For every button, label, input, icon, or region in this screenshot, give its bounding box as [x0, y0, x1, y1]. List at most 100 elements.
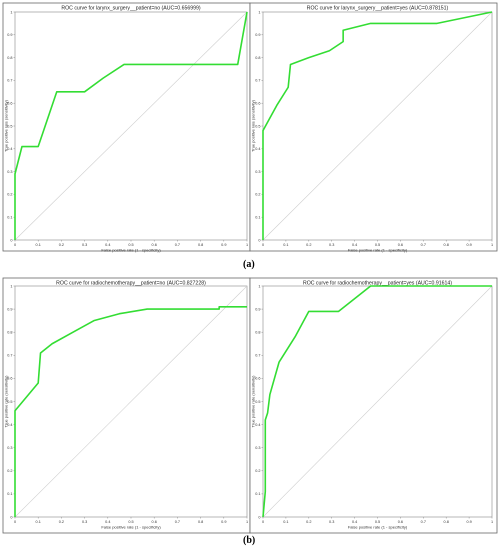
y-tick-label: 0.9 [255, 33, 260, 37]
y-tick-label: 0.6 [255, 102, 260, 106]
roc-curve-line [14, 11, 248, 240]
chart-title: ROC curve for radiochemotherapy__patient… [56, 281, 206, 287]
x-tick-label: 0.2 [306, 520, 311, 524]
y-tick-label: 0 [258, 515, 260, 519]
x-tick-label: 0.3 [329, 243, 334, 247]
y-tick-label: 0.6 [7, 377, 12, 381]
y-tick-label: 0.9 [255, 307, 260, 311]
reference-diagonal [14, 11, 248, 241]
roc-curve-line [262, 11, 493, 240]
x-tick-label: 0.3 [82, 243, 87, 247]
x-tick-label: 0.6 [398, 520, 403, 524]
x-axis-label: False positive rate (1 - specificity) [101, 525, 161, 530]
x-tick-label: 0.2 [59, 520, 64, 524]
panel-frame [2, 277, 251, 534]
x-tick-label: 0.7 [175, 520, 180, 524]
x-tick-label: 0.4 [352, 243, 357, 247]
x-tick-label: 1 [246, 243, 248, 247]
reference-diagonal [262, 285, 493, 518]
y-tick-label: 0 [10, 238, 12, 242]
roc-curve-line [14, 305, 247, 517]
y-tick-label: 0.4 [255, 147, 260, 151]
x-tick-label: 0.6 [152, 520, 157, 524]
y-tick-label: 0.8 [255, 331, 260, 335]
x-tick-label: 0 [14, 520, 16, 524]
y-tick-label: 1 [258, 10, 260, 14]
y-tick-label: 0.6 [255, 377, 260, 381]
x-tick-label: 1 [246, 520, 248, 524]
panel-label-b: (b) [243, 535, 256, 546]
y-axis-label: True positive rate (sensitivity) [4, 99, 9, 152]
roc-chart-4: ROC curve for radiochemotherapy__patient… [249, 277, 498, 534]
y-tick-label: 0.1 [255, 216, 260, 220]
x-tick-label: 0.9 [221, 520, 226, 524]
chart-title: ROC curve for radiochemotherapy__patient… [303, 281, 452, 287]
x-tick-label: 0.6 [152, 243, 157, 247]
roc-chart-3: ROC curve for radiochemotherapy__patient… [2, 277, 251, 534]
y-tick-label: 1 [10, 10, 12, 14]
reference-diagonal [262, 11, 493, 241]
y-tick-label: 0.5 [255, 400, 260, 404]
y-tick-label: 0.1 [255, 492, 260, 496]
x-tick-label: 0.4 [352, 520, 357, 524]
y-tick-label: 0.5 [7, 124, 12, 128]
x-tick-label: 1 [491, 243, 493, 247]
x-tick-label: 0.1 [36, 520, 41, 524]
x-tick-label: 0.8 [198, 243, 203, 247]
y-axis-label: True positive rate (sensitivity) [251, 99, 256, 152]
roc-chart-1: ROC curve for larynx_surgery__patient=no… [2, 2, 251, 253]
y-axis-label: True positive rate (sensitivity) [251, 375, 256, 428]
y-tick-label: 0.4 [7, 423, 12, 427]
y-tick-label: 0.3 [255, 446, 260, 450]
y-tick-label: 0.3 [7, 446, 12, 450]
x-tick-label: 0.9 [466, 520, 471, 524]
x-tick-label: 0.1 [36, 243, 41, 247]
x-tick-label: 0 [262, 520, 264, 524]
x-axis-label: False positive rate (1 - specificity) [101, 248, 161, 253]
x-tick-label: 0.2 [306, 243, 311, 247]
y-tick-label: 0 [10, 515, 12, 519]
y-tick-label: 0.6 [7, 102, 12, 106]
x-tick-label: 0.9 [221, 243, 226, 247]
y-tick-label: 0.1 [7, 492, 12, 496]
roc-curve-line [262, 285, 492, 518]
y-tick-label: 0.4 [255, 423, 260, 427]
roc-chart-2: ROC curve for larynx_surgery__patient=ye… [249, 2, 498, 253]
y-tick-label: 0.7 [7, 354, 12, 358]
y-tick-label: 0.7 [255, 79, 260, 83]
y-tick-label: 0.9 [7, 307, 12, 311]
y-tick-label: 0.2 [255, 469, 260, 473]
y-tick-label: 0.8 [7, 331, 12, 335]
x-tick-label: 0 [262, 243, 264, 247]
panel-label-a: (a) [243, 259, 255, 270]
reference-diagonal [14, 285, 248, 518]
y-tick-label: 0.2 [7, 469, 12, 473]
chart-title: ROC curve for larynx_surgery__patient=ye… [307, 6, 449, 12]
x-tick-label: 0.7 [421, 520, 426, 524]
y-tick-label: 0.3 [255, 170, 260, 174]
x-tick-label: 0.5 [128, 520, 133, 524]
y-tick-label: 0.4 [7, 147, 12, 151]
x-axis-label: False positive rate (1 - specificity) [348, 525, 408, 530]
y-tick-label: 0.8 [255, 56, 260, 60]
x-tick-label: 0 [14, 243, 16, 247]
x-tick-label: 0.8 [444, 243, 449, 247]
y-tick-label: 0.2 [255, 193, 260, 197]
x-tick-label: 0.8 [444, 520, 449, 524]
x-tick-label: 0.5 [375, 243, 380, 247]
y-tick-label: 0.5 [255, 124, 260, 128]
y-tick-label: 0.8 [7, 56, 12, 60]
y-tick-label: 1 [258, 284, 260, 288]
x-tick-label: 0.5 [375, 520, 380, 524]
x-tick-label: 0.3 [82, 520, 87, 524]
y-tick-label: 0 [258, 238, 260, 242]
x-tick-label: 0.9 [466, 243, 471, 247]
y-tick-label: 0.9 [7, 33, 12, 37]
x-axis-label: False positive rate (1 - specificity) [348, 248, 408, 253]
y-tick-label: 0.2 [7, 193, 12, 197]
x-tick-label: 0.3 [329, 520, 334, 524]
x-tick-label: 0.4 [105, 243, 110, 247]
y-tick-label: 0.7 [7, 79, 12, 83]
y-tick-label: 0.1 [7, 216, 12, 220]
